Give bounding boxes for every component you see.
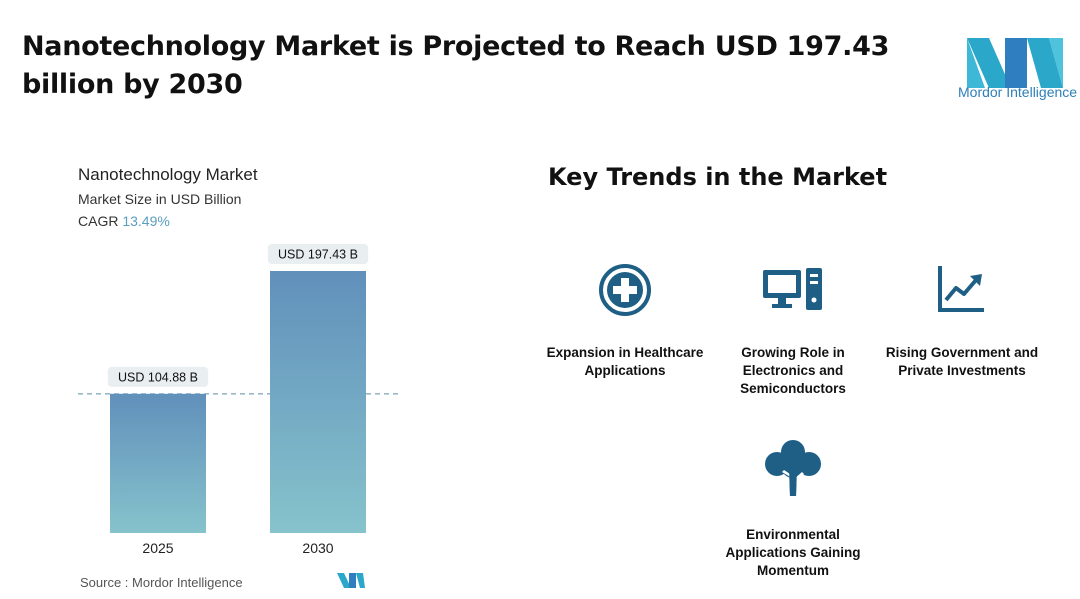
source-text: Source : Mordor Intelligence [80, 575, 243, 590]
cagr-label: CAGR [78, 213, 119, 229]
cagr-value: 13.49% [122, 213, 170, 229]
trend-label: Rising Government and Private Investment… [885, 345, 1039, 378]
bar-chart: USD 104.88 B 2025 USD 197.43 B 2030 [78, 244, 400, 556]
trend-investments: Rising Government and Private Investment… [877, 262, 1047, 380]
medical-cross-icon [599, 264, 651, 316]
logo-text: Mordor Intelligence [958, 84, 1078, 100]
trend-label: Environmental Applications Gaining Momen… [725, 527, 861, 578]
tree-icon [765, 440, 821, 496]
trend-label: Growing Role in Electronics and Semicond… [740, 345, 846, 396]
data-label-box [107, 366, 209, 387]
chart-subtitle: Market Size in USD Billion [78, 191, 242, 207]
trend-environment: Environmental Applications Gaining Momen… [708, 438, 878, 580]
mordor-logo-icon [967, 38, 1063, 88]
source-logo-icon [337, 573, 365, 588]
bar-2025 [110, 393, 206, 533]
x-tick-label: 2025 [142, 540, 173, 556]
chart-cagr: CAGR 13.49% [78, 213, 170, 229]
page-headline: Nanotechnology Market is Projected to Re… [22, 31, 890, 100]
trend-healthcare: Expansion in Healthcare Applications [540, 262, 710, 380]
bar-2030 [270, 271, 366, 533]
trend-electronics: Growing Role in Electronics and Semicond… [708, 262, 878, 398]
trends-title: Key Trends in the Market [548, 163, 888, 191]
data-label: USD 104.88 B [118, 370, 198, 384]
computer-icon [763, 268, 822, 310]
data-label: USD 197.43 B [278, 248, 358, 262]
data-label-box [267, 244, 369, 264]
x-tick-label: 2030 [302, 540, 333, 556]
trend-label: Expansion in Healthcare Applications [546, 345, 704, 378]
trend-up-icon [938, 266, 984, 312]
chart-title: Nanotechnology Market [78, 165, 258, 184]
